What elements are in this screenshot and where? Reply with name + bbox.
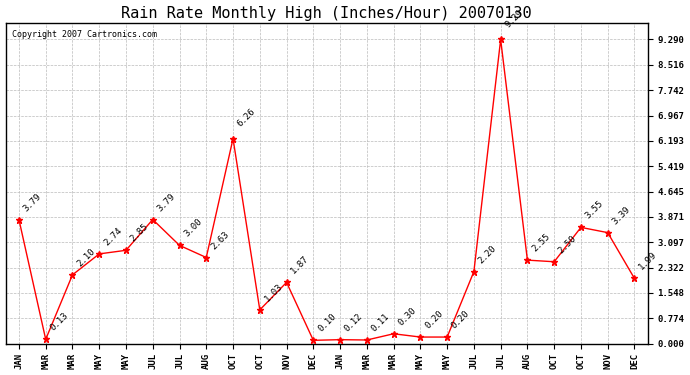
Text: 0.20: 0.20: [450, 309, 471, 330]
Text: 1.87: 1.87: [289, 254, 311, 276]
Text: 3.55: 3.55: [584, 199, 605, 221]
Text: 2.10: 2.10: [75, 247, 97, 268]
Text: 0.10: 0.10: [316, 312, 337, 334]
Text: 6.26: 6.26: [236, 107, 257, 129]
Text: 2.50: 2.50: [557, 234, 578, 255]
Text: 3.79: 3.79: [21, 191, 43, 213]
Text: 2.85: 2.85: [128, 222, 150, 244]
Text: 9.29: 9.29: [503, 8, 525, 30]
Title: Rain Rate Monthly High (Inches/Hour) 20070130: Rain Rate Monthly High (Inches/Hour) 200…: [121, 6, 532, 21]
Text: 2.63: 2.63: [209, 230, 230, 251]
Text: 2.20: 2.20: [477, 243, 498, 265]
Text: 1.99: 1.99: [637, 251, 659, 272]
Text: Copyright 2007 Cartronics.com: Copyright 2007 Cartronics.com: [12, 30, 157, 39]
Text: 2.74: 2.74: [102, 226, 124, 248]
Text: 0.11: 0.11: [370, 312, 391, 333]
Text: 0.12: 0.12: [343, 312, 364, 333]
Text: 3.39: 3.39: [611, 204, 632, 226]
Text: 3.00: 3.00: [182, 217, 204, 239]
Text: 0.20: 0.20: [423, 309, 444, 330]
Text: 3.79: 3.79: [155, 191, 177, 213]
Text: 2.55: 2.55: [530, 232, 552, 254]
Text: 0.30: 0.30: [396, 306, 418, 327]
Text: 0.13: 0.13: [48, 311, 70, 333]
Text: 1.03: 1.03: [262, 282, 284, 303]
